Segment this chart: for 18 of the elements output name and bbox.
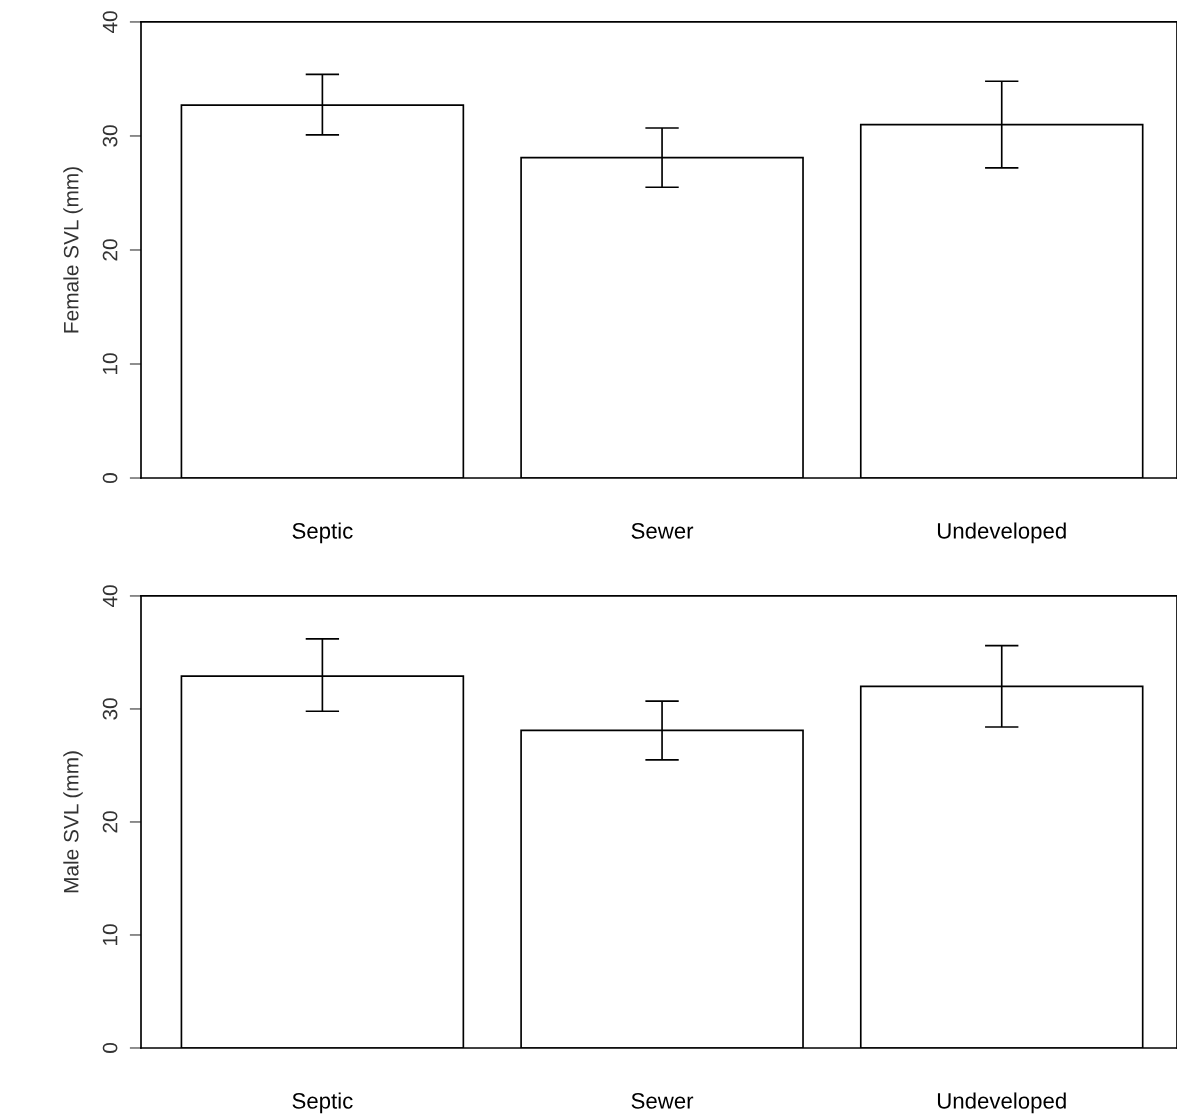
x-tick-label: Sewer [631, 523, 694, 539]
y-axis-title: Male SVL (mm) [63, 751, 83, 893]
y-tick-label: 10 [102, 353, 118, 374]
y-tick-label: 0 [102, 473, 118, 483]
x-tick-label: Undeveloped [937, 1092, 1066, 1114]
x-tick-label: Sewer [631, 1093, 694, 1109]
y-tick-label: 10 [102, 924, 118, 945]
x-tick-label: Septic [292, 522, 353, 544]
y-tick-label: 0 [102, 1043, 118, 1053]
y-axis-title: Female SVL (mm) [63, 167, 83, 333]
y-tick-label: 40 [102, 11, 118, 34]
x-tick-label: Undeveloped [937, 522, 1066, 544]
y-tick-label: 30 [102, 125, 118, 147]
y-tick-label: 20 [102, 811, 118, 833]
x-tick-label: Septic [292, 1092, 353, 1114]
y-tick-label: 30 [102, 698, 118, 720]
y-tick-label: 40 [102, 585, 118, 608]
y-tick-label: 20 [102, 239, 118, 261]
